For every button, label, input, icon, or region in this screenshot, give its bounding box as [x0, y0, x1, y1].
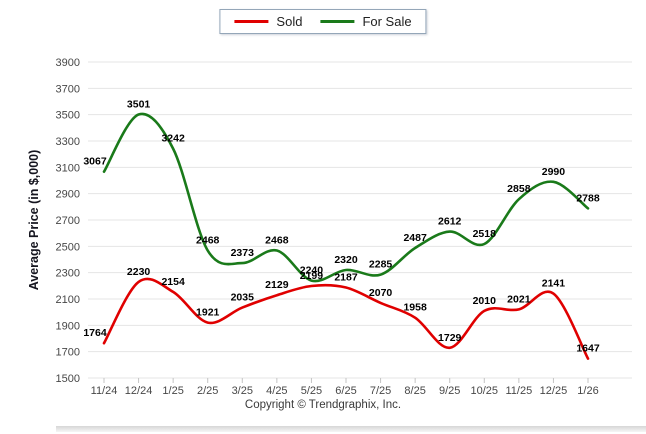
x-tick-label: 8/25	[404, 385, 425, 397]
data-label-for-sale: 2320	[334, 254, 358, 266]
data-label-for-sale: 2990	[542, 166, 566, 178]
data-label-for-sale: 2487	[403, 232, 427, 244]
data-label-sold: 2070	[369, 287, 393, 299]
x-tick-label: 5/25	[301, 385, 322, 397]
data-label-sold: 1647	[576, 343, 600, 355]
y-tick-label: 3500	[56, 110, 80, 122]
data-label-for-sale: 2468	[196, 235, 220, 247]
forsale-line-swatch	[320, 20, 355, 23]
sold-line-swatch	[234, 20, 269, 23]
copyright-text: Copyright © Trendgraphix, Inc.	[244, 399, 402, 411]
x-tick-label: 12/25	[540, 385, 568, 397]
data-label-for-sale: 2518	[473, 228, 497, 240]
series-line-for-sale	[102, 112, 590, 283]
x-tick-label: 10/25	[471, 385, 499, 397]
data-label-sold: 2199	[300, 270, 324, 282]
y-tick-label: 3900	[56, 57, 80, 69]
y-tick-label: 2700	[56, 215, 80, 227]
data-label-for-sale: 2788	[576, 192, 600, 204]
y-tick-label: 3300	[56, 136, 80, 148]
data-label-sold: 2021	[507, 293, 531, 305]
data-label-sold: 2035	[231, 292, 255, 304]
x-tick-label: 11/24	[91, 385, 118, 397]
data-label-for-sale: 2285	[369, 259, 393, 271]
y-tick-label: 1700	[56, 347, 80, 359]
data-label-sold: 2230	[127, 266, 151, 278]
data-label-for-sale: 2468	[265, 235, 289, 247]
data-label-sold: 1921	[196, 307, 220, 319]
x-tick-label: 3/25	[232, 385, 253, 397]
data-label-for-sale: 3501	[127, 99, 151, 111]
y-tick-label: 1900	[56, 320, 80, 332]
data-label-for-sale: 3067	[83, 156, 107, 168]
data-label-for-sale: 2858	[507, 183, 531, 195]
data-label-for-sale: 2612	[438, 216, 462, 228]
data-label-sold: 1764	[83, 327, 107, 339]
y-tick-label: 2900	[56, 189, 80, 201]
data-label-for-sale: 2240	[300, 265, 324, 277]
x-tick-label: 2/25	[197, 385, 218, 397]
x-tick-label: 9/25	[439, 385, 460, 397]
data-label-for-sale: 3242	[161, 133, 185, 145]
legend-label-sold: Sold	[276, 14, 303, 29]
x-tick-label: 6/25	[335, 385, 356, 397]
y-tick-label: 3700	[56, 83, 80, 95]
y-tick-label: 3100	[56, 162, 80, 174]
x-tick-label: 1/26	[577, 385, 598, 397]
legend-label-forsale: For Sale	[362, 14, 412, 29]
bottom-shadow	[56, 426, 646, 432]
data-label-sold: 2154	[161, 276, 185, 288]
data-label-sold: 1729	[438, 332, 462, 344]
data-label-sold: 1958	[403, 302, 427, 314]
x-tick-label: 11/25	[505, 385, 532, 397]
series-line-sold	[102, 277, 590, 360]
chart-legend: Sold For Sale	[219, 9, 427, 34]
x-tick-label: 4/25	[266, 385, 287, 397]
y-axis-title: Average Price (in $,000)	[27, 150, 41, 291]
data-label-sold: 2141	[542, 278, 566, 290]
data-label-for-sale: 2373	[231, 247, 255, 259]
y-tick-label: 2300	[56, 268, 80, 280]
data-label-sold: 2010	[473, 295, 497, 307]
x-tick-label: 7/25	[370, 385, 391, 397]
x-tick-label: 12/24	[125, 385, 153, 397]
x-tick-label: 1/25	[162, 385, 183, 397]
data-label-sold: 2187	[334, 272, 358, 284]
y-tick-label: 2500	[56, 241, 80, 253]
data-label-sold: 2129	[265, 279, 289, 291]
y-tick-label: 2100	[56, 294, 80, 306]
y-tick-label: 1500	[56, 373, 80, 385]
